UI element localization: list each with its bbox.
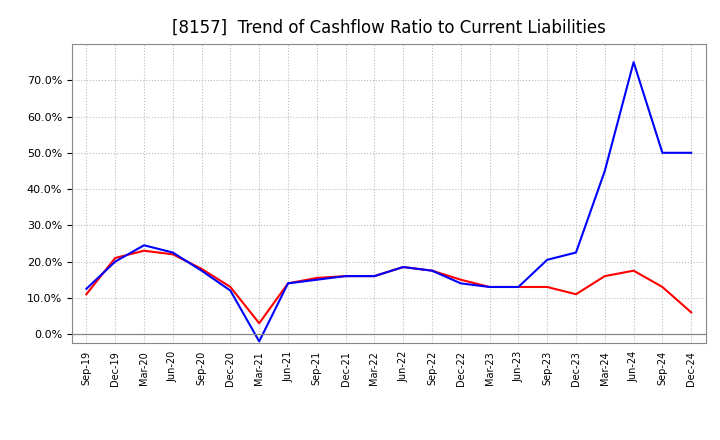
Free CF to Current Liabilities (428, 268, 436, 273)
Operating CF to Current Liabilities (197, 266, 206, 271)
Operating CF to Current Liabilities (370, 274, 379, 279)
Free CF to Current Liabilities (197, 268, 206, 273)
Operating CF to Current Liabilities (572, 292, 580, 297)
Free CF to Current Liabilities (399, 264, 408, 270)
Operating CF to Current Liabilities (687, 310, 696, 315)
Operating CF to Current Liabilities (284, 281, 292, 286)
Free CF to Current Liabilities (111, 259, 120, 264)
Free CF to Current Liabilities (370, 274, 379, 279)
Title: [8157]  Trend of Cashflow Ratio to Current Liabilities: [8157] Trend of Cashflow Ratio to Curren… (172, 19, 606, 37)
Free CF to Current Liabilities (543, 257, 552, 262)
Free CF to Current Liabilities (687, 150, 696, 155)
Operating CF to Current Liabilities (312, 275, 321, 281)
Operating CF to Current Liabilities (514, 284, 523, 290)
Operating CF to Current Liabilities (600, 274, 609, 279)
Operating CF to Current Liabilities (341, 274, 350, 279)
Operating CF to Current Liabilities (82, 292, 91, 297)
Operating CF to Current Liabilities (658, 284, 667, 290)
Operating CF to Current Liabilities (629, 268, 638, 273)
Operating CF to Current Liabilities (140, 248, 148, 253)
Free CF to Current Liabilities (226, 288, 235, 293)
Free CF to Current Liabilities (485, 284, 494, 290)
Free CF to Current Liabilities (82, 286, 91, 291)
Free CF to Current Liabilities (514, 284, 523, 290)
Line: Operating CF to Current Liabilities: Operating CF to Current Liabilities (86, 251, 691, 323)
Free CF to Current Liabilities (572, 250, 580, 255)
Free CF to Current Liabilities (312, 277, 321, 282)
Free CF to Current Liabilities (168, 250, 177, 255)
Free CF to Current Liabilities (629, 59, 638, 65)
Operating CF to Current Liabilities (168, 252, 177, 257)
Operating CF to Current Liabilities (111, 255, 120, 260)
Operating CF to Current Liabilities (485, 284, 494, 290)
Free CF to Current Liabilities (600, 168, 609, 173)
Operating CF to Current Liabilities (226, 284, 235, 290)
Operating CF to Current Liabilities (456, 277, 465, 282)
Operating CF to Current Liabilities (428, 268, 436, 273)
Operating CF to Current Liabilities (543, 284, 552, 290)
Free CF to Current Liabilities (140, 242, 148, 248)
Free CF to Current Liabilities (255, 339, 264, 344)
Operating CF to Current Liabilities (399, 264, 408, 270)
Free CF to Current Liabilities (456, 281, 465, 286)
Line: Free CF to Current Liabilities: Free CF to Current Liabilities (86, 62, 691, 341)
Free CF to Current Liabilities (658, 150, 667, 155)
Operating CF to Current Liabilities (255, 321, 264, 326)
Free CF to Current Liabilities (284, 281, 292, 286)
Free CF to Current Liabilities (341, 274, 350, 279)
